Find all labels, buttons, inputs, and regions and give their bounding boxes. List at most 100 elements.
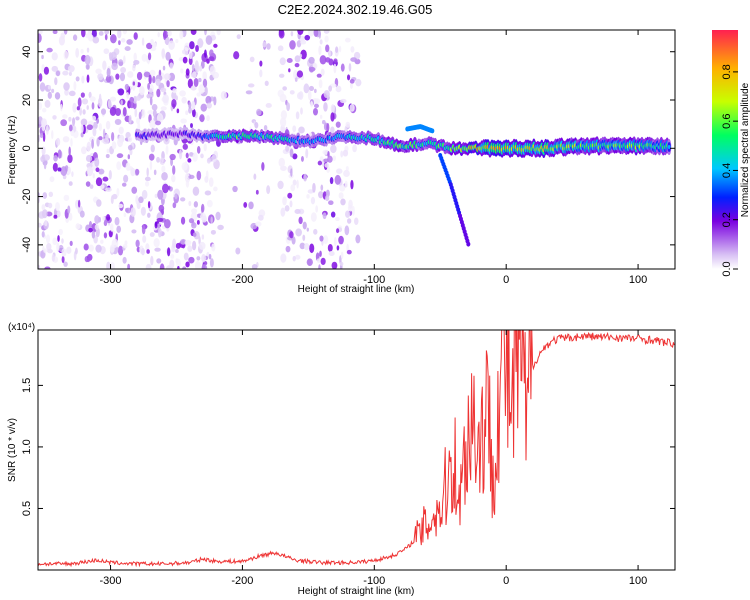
noise-speck — [188, 174, 195, 179]
noise-speck — [139, 85, 145, 96]
noise-speck — [319, 39, 323, 45]
noise-speck — [100, 239, 104, 244]
noise-speck — [182, 56, 188, 64]
noise-speck — [156, 156, 161, 163]
noise-speck — [62, 136, 70, 143]
noise-speck — [111, 141, 117, 150]
noise-speck — [117, 30, 122, 39]
noise-speck — [118, 40, 121, 46]
noise-speck — [157, 189, 164, 200]
noise-speck — [115, 107, 122, 116]
noise-speck — [175, 248, 179, 254]
noise-speck — [176, 108, 180, 114]
branch-point — [466, 241, 471, 247]
noise-speck — [333, 63, 337, 74]
noise-speck — [325, 57, 331, 63]
noise-speck — [52, 162, 59, 172]
noise-speck — [210, 216, 213, 224]
noise-speck — [108, 230, 113, 238]
noise-speck — [38, 73, 43, 82]
noise-speck — [196, 146, 201, 154]
noise-speck — [135, 195, 139, 205]
noise-speck — [249, 56, 255, 63]
noise-speck — [82, 98, 89, 105]
noise-speck — [168, 72, 176, 82]
noise-speck — [136, 71, 143, 81]
noise-speck — [309, 243, 315, 254]
noise-speck — [71, 117, 76, 126]
noise-speck — [297, 30, 304, 36]
noise-speck — [63, 82, 70, 91]
noise-speck — [123, 55, 126, 64]
noise-speck — [52, 30, 58, 35]
y-tick-label: -40 — [21, 237, 33, 253]
noise-speck — [310, 212, 317, 222]
noise-speck — [177, 266, 180, 269]
noise-speck — [88, 91, 92, 99]
noise-speck — [346, 243, 349, 253]
noise-speck — [123, 174, 129, 183]
x-tick-label: 0 — [503, 274, 509, 286]
noise-speck — [127, 263, 131, 269]
noise-speck — [95, 167, 100, 173]
noise-speck — [195, 45, 199, 52]
noise-speck — [259, 69, 263, 78]
noise-speck — [303, 243, 310, 251]
noise-speck — [121, 182, 127, 187]
spectrogram-frame — [37, 29, 676, 270]
noise-speck — [161, 165, 166, 173]
noise-speck — [319, 114, 323, 119]
noise-speck — [71, 171, 74, 177]
noise-speck — [114, 217, 120, 226]
noise-speck — [94, 215, 100, 224]
noise-speck — [156, 113, 164, 124]
noise-speck — [110, 51, 117, 60]
noise-speck — [91, 138, 94, 149]
spectrogram-y-label: Frequency (Hz) — [7, 116, 18, 185]
noise-speck — [290, 168, 293, 177]
noise-speck — [79, 210, 85, 218]
noise-speck — [204, 49, 207, 58]
noise-speck — [147, 212, 151, 218]
noise-speck — [120, 67, 127, 74]
noise-speck — [354, 217, 359, 225]
noise-speck — [324, 35, 329, 43]
noise-speck — [184, 42, 190, 52]
noise-speck — [124, 83, 130, 91]
noise-speck — [154, 247, 161, 252]
branch-point — [430, 128, 435, 134]
noise-speck — [171, 91, 177, 100]
noise-speck — [336, 228, 340, 234]
noise-speck — [172, 202, 177, 209]
noise-speck — [41, 54, 44, 60]
noise-speck — [349, 79, 355, 84]
noise-speck — [191, 100, 196, 111]
noise-speck — [198, 40, 204, 46]
noise-speck — [171, 174, 176, 183]
noise-speck — [346, 74, 351, 81]
noise-speck — [211, 243, 216, 252]
noise-speck — [80, 118, 88, 126]
noise-speck — [330, 144, 337, 154]
noise-speck — [128, 114, 132, 124]
noise-speck — [202, 78, 208, 88]
noise-speck — [339, 184, 346, 192]
noise-speck — [304, 34, 311, 41]
noise-speck — [254, 122, 259, 129]
noise-speck — [46, 47, 53, 53]
noise-speck — [149, 232, 155, 237]
noise-speck — [185, 261, 190, 268]
noise-speck — [130, 207, 136, 217]
noise-speck — [94, 224, 99, 231]
noise-speck — [86, 47, 90, 53]
noise-speck — [159, 157, 166, 165]
noise-speck — [198, 77, 202, 83]
noise-speck — [125, 162, 131, 172]
noise-speck — [75, 247, 78, 255]
noise-speck — [116, 225, 122, 233]
noise-speck — [181, 49, 186, 54]
noise-speck — [235, 247, 241, 255]
noise-speck — [67, 166, 71, 175]
noise-speck — [286, 102, 290, 112]
